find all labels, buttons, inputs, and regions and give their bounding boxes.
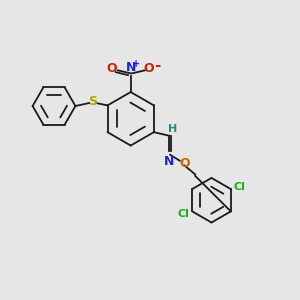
Text: N: N (125, 61, 136, 74)
Text: +: + (132, 59, 140, 69)
Text: Cl: Cl (233, 182, 245, 192)
Text: S: S (88, 95, 97, 108)
Text: N: N (164, 155, 174, 168)
Text: -: - (154, 58, 160, 73)
Text: O: O (179, 157, 190, 169)
Text: O: O (144, 62, 154, 75)
Text: H: H (168, 124, 178, 134)
Text: O: O (106, 62, 117, 75)
Text: Cl: Cl (178, 209, 190, 219)
